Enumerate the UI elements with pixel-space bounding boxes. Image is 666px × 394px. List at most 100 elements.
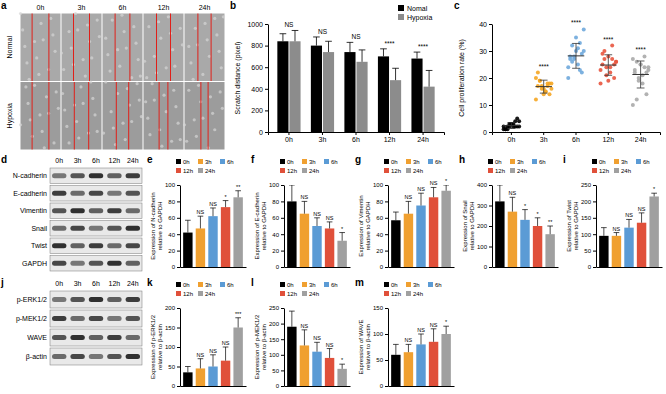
y-tick-label: 200	[165, 305, 176, 311]
error-cap	[359, 49, 366, 50]
legend-label: 12h	[287, 168, 297, 174]
scratch-edge	[115, 14, 116, 82]
legend-swatch	[280, 159, 285, 164]
blot-band	[89, 297, 103, 302]
blot-band	[107, 226, 121, 231]
cell-texture	[19, 12, 22, 15]
x-axis	[285, 267, 351, 268]
cell-texture	[195, 135, 198, 138]
error-line	[317, 342, 318, 351]
y-tick-mark	[385, 360, 388, 361]
plot-area	[287, 185, 347, 267]
legend-swatch	[176, 168, 181, 173]
lane-label: 0h	[55, 157, 63, 164]
y-tick: 30	[479, 48, 492, 55]
y-tick-mark	[593, 201, 596, 202]
significance: NS	[638, 206, 646, 212]
y-tick-mark	[593, 251, 596, 252]
y-tick-label: 50	[272, 368, 279, 374]
cell-texture	[43, 146, 46, 149]
legend-label: 24h	[309, 168, 319, 174]
significance: NS	[326, 215, 334, 221]
error-cap	[614, 232, 620, 233]
cell-texture	[49, 17, 52, 20]
panel-m: mExpression of WAVErelative to β-actinNS…	[355, 277, 455, 389]
legend-swatch	[198, 168, 203, 173]
bar	[277, 41, 288, 132]
cell-texture	[124, 138, 127, 141]
cell-texture	[51, 33, 54, 36]
data-point	[608, 71, 612, 75]
blot-band	[107, 243, 121, 248]
cell-texture	[111, 18, 114, 21]
cell-texture	[37, 73, 40, 76]
scratch-edge	[128, 82, 129, 150]
bar	[208, 367, 217, 387]
cell-texture	[91, 97, 94, 100]
y-tick-mark	[265, 24, 268, 25]
blot-strip	[50, 291, 142, 308]
error-line	[362, 50, 363, 62]
y-tick-mark	[265, 132, 268, 133]
y-axis: 050100150200250	[581, 182, 597, 270]
data-point	[549, 87, 553, 91]
column-label: 0h	[37, 4, 45, 11]
legend-label: 0h	[391, 159, 398, 165]
cell-texture	[123, 30, 126, 33]
y-tick-label: 50	[168, 364, 175, 370]
protein-label: Twist	[31, 242, 47, 249]
legend-swatch	[302, 159, 307, 164]
error-cap	[280, 33, 287, 34]
error-line	[408, 344, 409, 352]
legend-swatch	[176, 159, 181, 164]
y-tick: 40	[168, 232, 180, 238]
y-tick: 100	[269, 352, 284, 358]
significance: *	[653, 186, 656, 192]
y-tick: 80	[376, 199, 388, 205]
error-cap	[418, 334, 424, 335]
y-axis: 050100150	[373, 305, 389, 389]
legend-swatch	[428, 159, 433, 164]
error-line	[429, 70, 430, 86]
cell-texture	[185, 140, 188, 143]
y-tick-label: 80	[272, 199, 279, 205]
y-tick: 100	[269, 182, 284, 188]
y-tick: 20	[376, 248, 388, 254]
plot-area	[391, 185, 451, 267]
y-tick-label: 100	[477, 244, 488, 250]
y-tick: 0	[259, 129, 268, 136]
legend-swatch	[220, 282, 225, 287]
plot-area	[287, 311, 347, 386]
y-tick: 0	[484, 264, 492, 270]
cell-texture	[147, 25, 150, 28]
y-tick-label: 200	[269, 321, 280, 327]
cell-texture	[138, 99, 141, 102]
error-cap	[347, 42, 354, 43]
y-tick-mark	[281, 251, 284, 252]
y-tick-mark	[281, 308, 284, 309]
blot-band	[70, 191, 84, 196]
scratch-edge	[167, 82, 168, 150]
error-cap	[235, 190, 241, 191]
significance: ****	[384, 40, 395, 47]
blot-band	[52, 226, 66, 231]
blot-band	[89, 208, 103, 213]
legend-swatch	[532, 159, 537, 164]
error-line	[317, 218, 318, 226]
blot-strip	[50, 221, 142, 237]
y-axis-title: Expression of Twist	[566, 200, 572, 252]
cell-texture	[203, 22, 206, 25]
cell-texture	[158, 128, 161, 131]
error-cap	[604, 75, 612, 76]
data-point	[642, 54, 646, 58]
error-cap	[185, 220, 191, 221]
y-tick: 20	[272, 248, 284, 254]
y-axis: 0100200300400	[477, 182, 493, 270]
cell-texture	[213, 17, 216, 20]
error-line	[291, 311, 292, 327]
significance: NS	[197, 209, 205, 215]
legend-swatch	[220, 159, 225, 164]
x-axis-line	[269, 133, 445, 136]
cell-texture	[193, 118, 196, 121]
panel-letter: h	[459, 154, 465, 165]
